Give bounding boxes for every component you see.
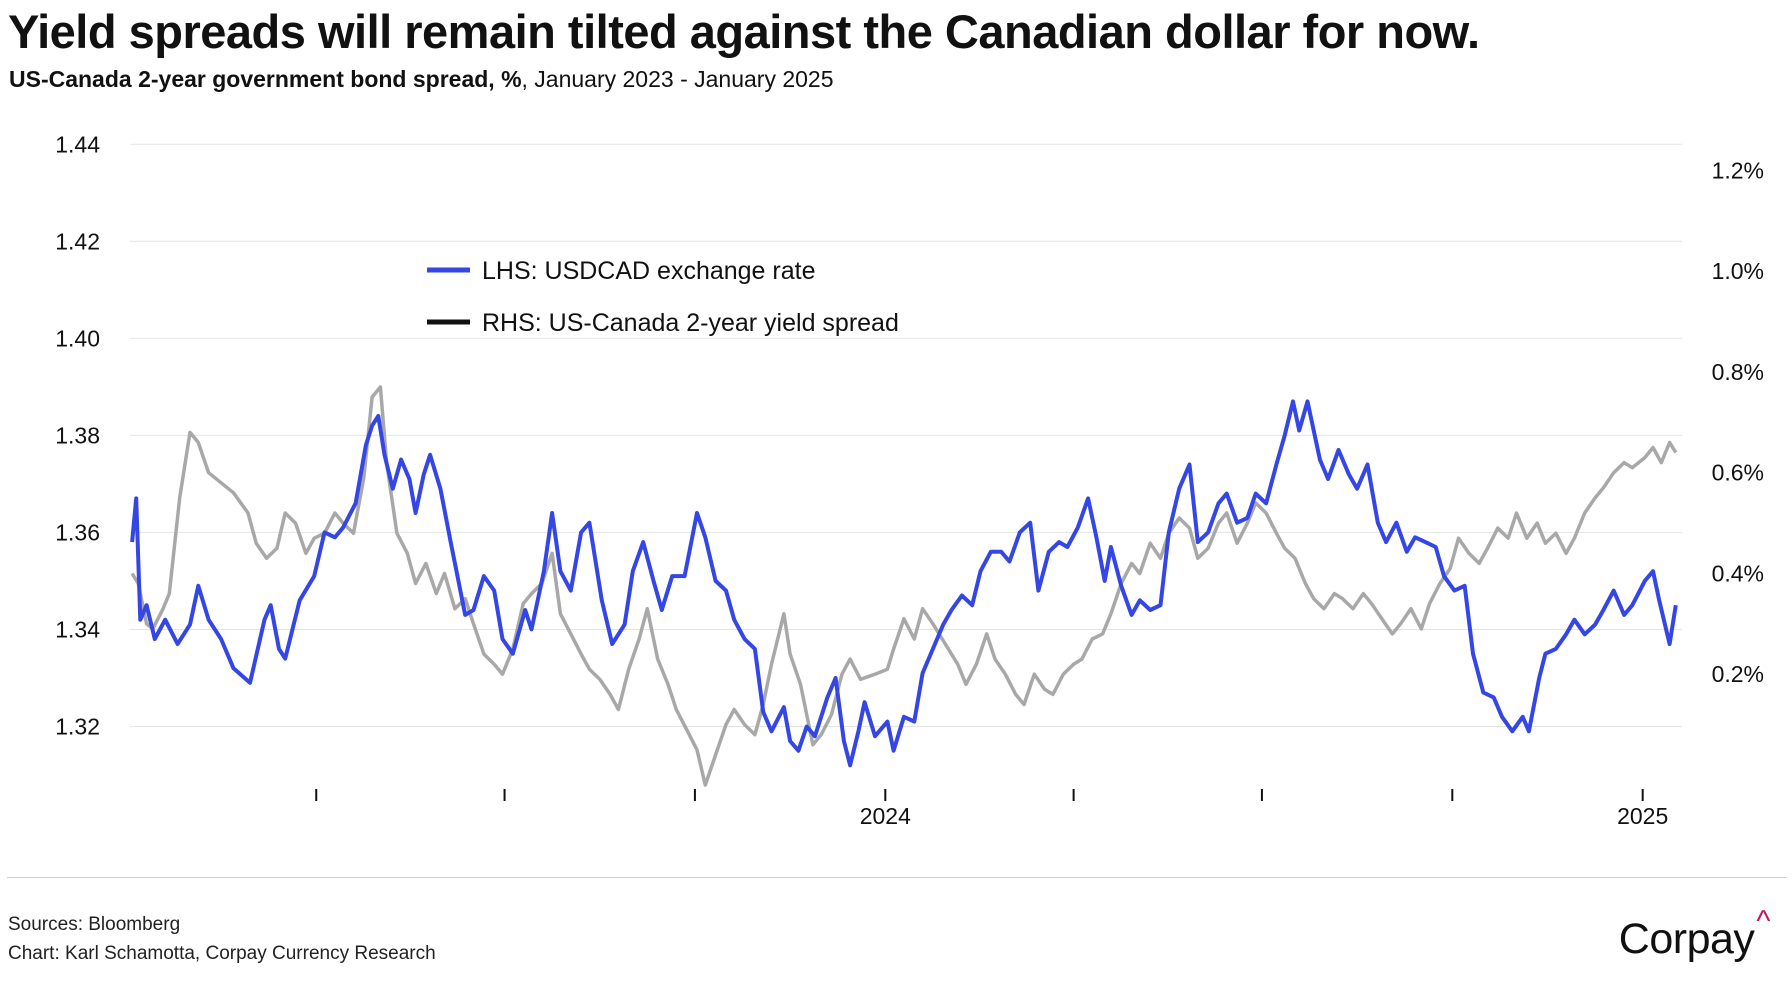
right-tick-label: 0.4%: [1712, 560, 1764, 586]
credit-text: Chart: Karl Schamotta, Corpay Currency R…: [8, 943, 436, 964]
usdcad-series-line: [130, 399, 1678, 768]
logo-caret-icon: ^: [1756, 905, 1770, 938]
left-tick-label: 1.44: [55, 131, 100, 157]
right-tick-label: 1.0%: [1712, 258, 1764, 284]
right-tick-label: 0.6%: [1712, 460, 1764, 486]
x-tick-label: 2025: [1617, 803, 1668, 829]
legend-label-usdcad: LHS: USDCAD exchange rate: [482, 257, 815, 285]
yield-spread-series-line: [130, 385, 1678, 787]
logo-text: Corpay: [1618, 915, 1755, 963]
series-lines: [130, 385, 1678, 787]
left-tick-label: 1.36: [55, 519, 100, 545]
right-tick-label: 0.2%: [1712, 661, 1764, 687]
legend: LHS: USDCAD exchange rate RHS: US-Canada…: [427, 257, 899, 337]
right-axis-ticks: 0.2% 0.4% 0.6% 0.8% 1.0% 1.2%: [1712, 157, 1764, 687]
chart-title: Yield spreads will remain tilted against…: [8, 5, 1480, 58]
left-tick-label: 1.40: [55, 325, 100, 351]
right-tick-label: 1.2%: [1712, 157, 1764, 183]
left-tick-label: 1.42: [55, 228, 100, 254]
x-tick-label: 2024: [860, 803, 911, 829]
right-tick-label: 0.8%: [1712, 359, 1764, 385]
subtitle-main: US-Canada 2-year government bond spread,…: [9, 66, 522, 92]
footer-divider: [7, 877, 1787, 878]
legend-label-spread: RHS: US-Canada 2-year yield spread: [482, 309, 899, 337]
corpay-logo: Corpay^: [1618, 905, 1771, 964]
left-tick-label: 1.32: [55, 713, 100, 739]
left-axis-ticks: 1.32 1.34 1.36 1.38 1.40 1.42 1.44: [55, 131, 100, 739]
chart-svg: 1.32 1.34 1.36 1.38 1.40 1.42 1.44 0.2% 0.4% 0.6…: [55, 131, 1764, 829]
footer-sources: Sources: Bloomberg Chart: Karl Schamotta…: [8, 910, 436, 968]
left-tick-label: 1.38: [55, 422, 100, 448]
left-tick-label: 1.34: [55, 616, 100, 642]
chart-subtitle: US-Canada 2-year government bond spread,…: [9, 66, 834, 93]
x-axis: 2024 2025: [315, 789, 1668, 829]
sources-text: Sources: Bloomberg: [8, 914, 181, 935]
subtitle-period: , January 2023 - January 2025: [521, 66, 834, 92]
gridlines: [130, 143, 1682, 727]
